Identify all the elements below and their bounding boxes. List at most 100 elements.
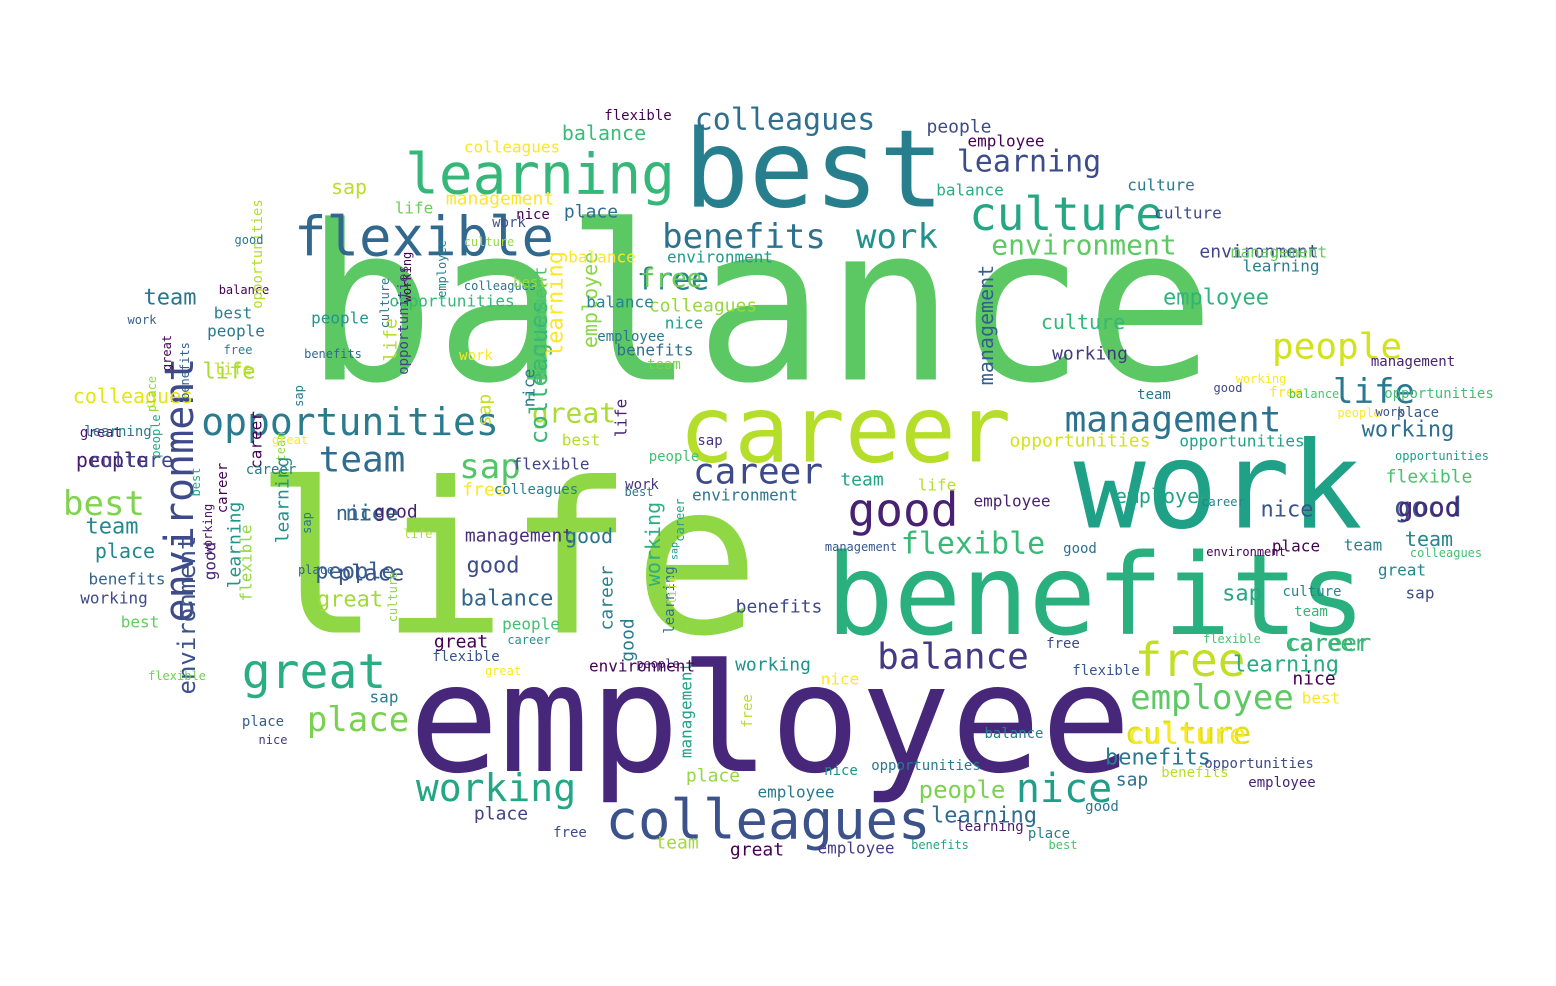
- cloud-word-place: place: [242, 714, 284, 730]
- cloud-word-best: best: [189, 468, 203, 497]
- cloud-word-place: place: [1272, 537, 1320, 556]
- cloud-word-best: best: [684, 108, 944, 233]
- cloud-word-life: life: [918, 476, 957, 495]
- cloud-word-benefits: benefits: [178, 342, 192, 400]
- cloud-word-culture: culture: [1128, 718, 1246, 751]
- cloud-word-flexible: flexible: [432, 649, 499, 665]
- cloud-word-sap: sap: [1116, 770, 1149, 791]
- cloud-word-free: free: [740, 694, 756, 728]
- cloud-word-balance: balance: [877, 637, 1029, 678]
- cloud-word-culture: culture: [969, 187, 1163, 241]
- cloud-word-opportunities: opportunities: [396, 265, 412, 375]
- cloud-word-culture: culture: [1282, 584, 1341, 600]
- cloud-word-great: great: [1378, 561, 1426, 580]
- cloud-word-life: life: [665, 576, 679, 605]
- cloud-word-career: career: [246, 462, 297, 478]
- cloud-word-free: free: [1046, 636, 1080, 652]
- cloud-word-management: management: [1065, 400, 1282, 441]
- cloud-word-benefits: benefits: [88, 570, 165, 589]
- cloud-word-sap: sap: [475, 394, 496, 427]
- cloud-word-people: people: [919, 776, 1006, 804]
- cloud-word-opportunities: opportunities: [1179, 432, 1304, 451]
- cloud-word-team: team: [655, 833, 698, 854]
- cloud-word-great: great: [434, 632, 488, 653]
- cloud-word-environment: environment: [157, 358, 203, 623]
- cloud-word-nice: nice: [259, 733, 288, 747]
- cloud-word-working: working: [1052, 344, 1128, 365]
- cloud-word-place: place: [564, 202, 618, 223]
- cloud-word-employee: employee: [967, 132, 1044, 151]
- cloud-word-colleagues: colleagues: [605, 789, 930, 852]
- cloud-word-people: people: [76, 448, 148, 472]
- cloud-word-working: working: [1362, 418, 1455, 443]
- cloud-word-opportunities: opportunities: [871, 758, 981, 774]
- cloud-word-sap: sap: [300, 512, 314, 534]
- cloud-word-colleagues: colleagues: [464, 138, 560, 157]
- cloud-word-place: place: [145, 376, 159, 412]
- cloud-word-free: free: [462, 480, 505, 501]
- cloud-word-flexible: flexible: [901, 527, 1046, 562]
- cloud-word-great: great: [730, 840, 784, 861]
- cloud-word-people: people: [1337, 406, 1380, 420]
- cloud-word-career: career: [215, 463, 231, 514]
- cloud-word-team: team: [1137, 387, 1171, 403]
- cloud-word-learning: learning: [957, 145, 1102, 180]
- cloud-word-nice: nice: [1261, 498, 1314, 523]
- cloud-word-sap: sap: [292, 385, 306, 407]
- cloud-word-management: management: [1371, 354, 1455, 370]
- cloud-word-balance: balance: [936, 181, 1003, 200]
- cloud-word-flexible: flexible: [1072, 663, 1139, 679]
- cloud-word-life: life: [1333, 372, 1415, 412]
- cloud-word-career: career: [693, 452, 823, 493]
- cloud-word-nice: nice: [336, 501, 384, 525]
- cloud-word-people: people: [1272, 327, 1402, 368]
- cloud-word-nice: nice: [516, 207, 550, 223]
- cloud-word-life: life: [404, 527, 433, 541]
- cloud-word-management: management: [825, 540, 897, 554]
- cloud-word-people: people: [311, 309, 369, 328]
- cloud-word-career: career: [1287, 632, 1366, 657]
- cloud-word-balance: balance: [562, 121, 646, 145]
- cloud-word-colleagues: colleagues: [494, 482, 578, 498]
- cloud-word-good: good: [1214, 381, 1243, 395]
- cloud-word-environment: environment: [991, 229, 1176, 262]
- cloud-word-flexible: flexible: [512, 455, 589, 474]
- cloud-word-culture: culture: [1125, 717, 1251, 752]
- cloud-word-best: best: [214, 304, 253, 323]
- cloud-word-good: good: [1394, 491, 1461, 524]
- cloud-word-career: career: [1201, 495, 1244, 509]
- cloud-word-working: working: [201, 504, 215, 555]
- cloud-word-environment: environment: [667, 248, 773, 267]
- cloud-word-team: team: [144, 286, 197, 311]
- cloud-word-life: life: [214, 360, 253, 379]
- cloud-word-sap: sap: [1222, 582, 1262, 607]
- cloud-word-environment: environment: [589, 657, 695, 676]
- cloud-word-balance: balance: [568, 248, 635, 267]
- cloud-word-opportunities: opportunities: [1010, 431, 1151, 452]
- cloud-word-free: free: [637, 263, 709, 298]
- cloud-word-balance: balance: [1289, 387, 1340, 401]
- cloud-word-work: work: [492, 215, 526, 231]
- cloud-word-best: best: [63, 484, 145, 524]
- cloud-word-culture: culture: [386, 572, 400, 623]
- cloud-word-sap: sap: [1406, 584, 1435, 603]
- cloud-word-employee: employee: [435, 240, 449, 298]
- cloud-word-great: great: [532, 397, 616, 430]
- cloud-word-flexible: flexible: [604, 108, 671, 124]
- cloud-word-best: best: [1049, 838, 1078, 852]
- cloud-word-colleagues: colleagues: [525, 300, 553, 445]
- cloud-word-good: good: [1398, 493, 1461, 523]
- cloud-word-working: working: [416, 766, 576, 810]
- cloud-word-career: career: [597, 565, 618, 630]
- cloud-word-best: best: [562, 431, 601, 450]
- cloud-word-place: place: [474, 804, 528, 825]
- cloud-word-culture: culture: [89, 448, 173, 472]
- cloud-word-learning: learning: [931, 804, 1037, 829]
- cloud-word-balance: balance: [461, 587, 554, 612]
- cloud-word-employee: employee: [1248, 775, 1315, 791]
- cloud-word-sap: sap: [670, 542, 681, 560]
- cloud-word-flexible: flexible: [294, 206, 554, 269]
- cloud-word-team: team: [1294, 604, 1328, 620]
- cloud-word-free: free: [224, 343, 253, 357]
